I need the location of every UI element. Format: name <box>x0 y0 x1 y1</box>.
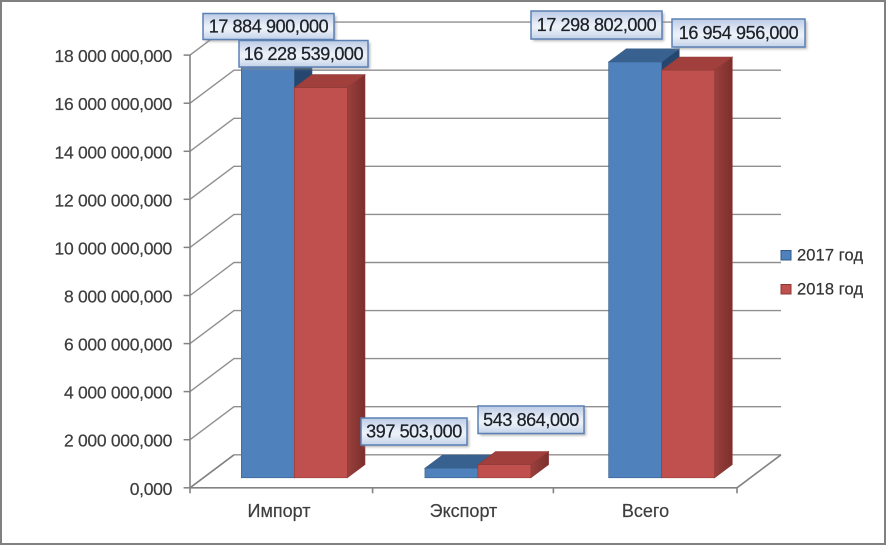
svg-text:10 000 000,000: 10 000 000,000 <box>55 238 173 258</box>
svg-text:543 864,000: 543 864,000 <box>483 410 579 430</box>
svg-text:397 503,000: 397 503,000 <box>366 422 462 442</box>
svg-text:6 000 000,000: 6 000 000,000 <box>64 335 173 355</box>
svg-text:2018 год: 2018 год <box>797 281 863 299</box>
svg-text:12 000 000,000: 12 000 000,000 <box>55 190 173 210</box>
svg-text:0,000: 0,000 <box>130 479 173 499</box>
svg-text:Всего: Всего <box>622 501 669 521</box>
svg-text:4 000 000,000: 4 000 000,000 <box>64 383 173 403</box>
svg-text:2 000 000,000: 2 000 000,000 <box>64 431 173 451</box>
svg-text:16 228 539,000: 16 228 539,000 <box>244 44 364 64</box>
svg-text:8 000 000,000: 8 000 000,000 <box>64 287 173 307</box>
svg-text:18 000 000,000: 18 000 000,000 <box>55 46 173 66</box>
svg-text:17 884 900,000: 17 884 900,000 <box>209 17 329 37</box>
svg-text:2017 год: 2017 год <box>797 247 863 265</box>
svg-text:16 000 000,000: 16 000 000,000 <box>55 94 173 114</box>
svg-text:Экспорт: Экспорт <box>430 501 498 521</box>
svg-text:Импорт: Импорт <box>248 501 311 521</box>
svg-text:14 000 000,000: 14 000 000,000 <box>55 142 173 162</box>
svg-text:16 954 956,000: 16 954 956,000 <box>679 23 799 43</box>
svg-text:17 298 802,000: 17 298 802,000 <box>537 15 657 35</box>
